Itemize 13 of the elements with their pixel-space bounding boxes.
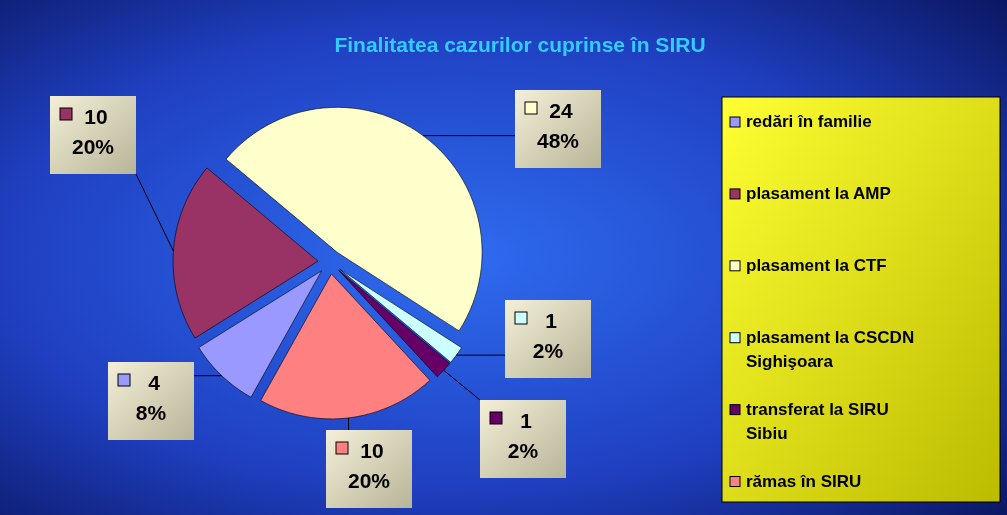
chart-title: Finalitatea cazurilor cuprinse în SIRU xyxy=(334,33,706,56)
legend-label: plasament la CSCDN Sighişoara xyxy=(746,327,915,371)
legend-label: transferat la SIRU Sibiu xyxy=(746,399,889,443)
data-label: 1 2% xyxy=(532,309,564,362)
legend-label: plasament la AMP xyxy=(746,183,891,203)
data-label: 10 20% xyxy=(347,439,391,492)
data-label: 24 48% xyxy=(536,99,580,152)
legend-label: redări în familie xyxy=(746,112,872,131)
data-label: 1 2% xyxy=(507,409,539,462)
legend-label: plasament la CTF xyxy=(746,255,887,275)
data-label: 4 8% xyxy=(135,371,167,424)
legend-label: rămas în SIRU xyxy=(746,471,862,491)
data-label: 10 20% xyxy=(71,105,115,158)
